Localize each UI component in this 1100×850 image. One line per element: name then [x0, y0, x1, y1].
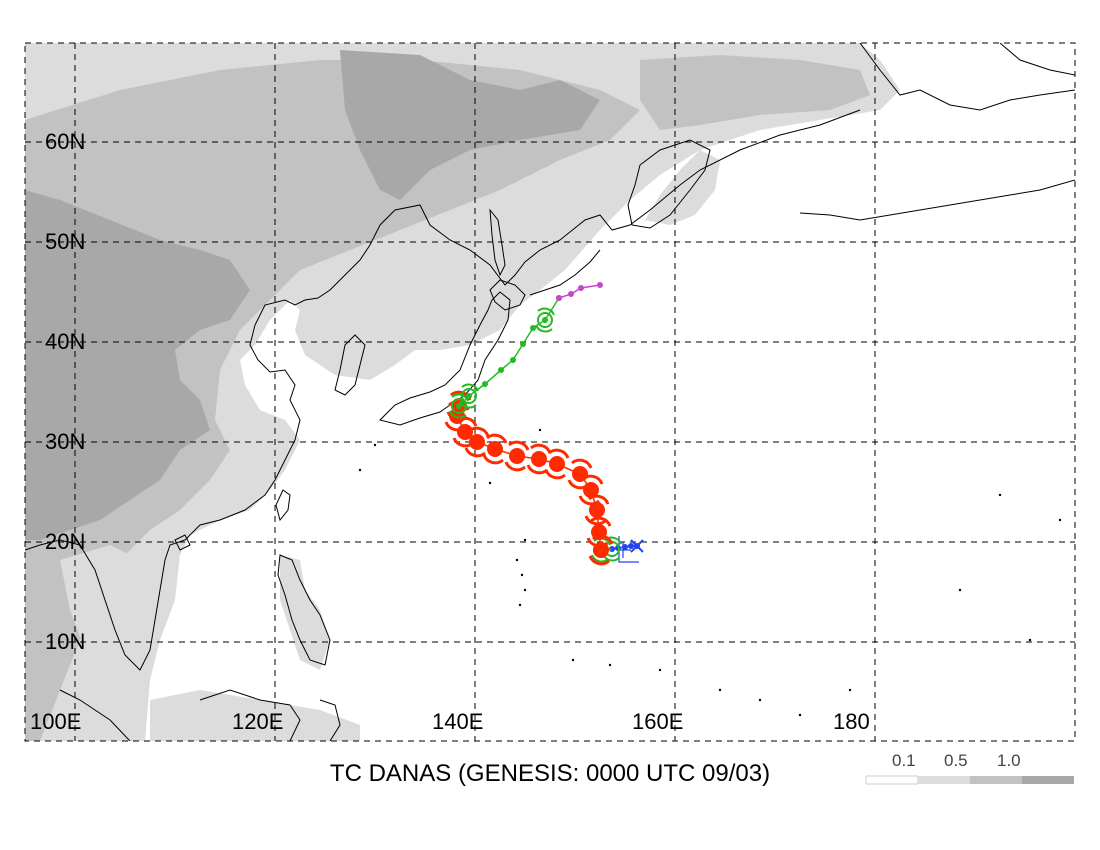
- latitude-labels: 60N 50N 40N 30N 20N 10N: [45, 129, 85, 654]
- legend: 0.1 0.5 1.0: [865, 751, 1074, 785]
- track-storm-late-point: [466, 393, 472, 399]
- coast-sakhalin: [489, 208, 506, 277]
- lat-label-10n: 10N: [45, 629, 85, 654]
- coast-taiwan: [275, 489, 291, 522]
- coast-philippines: [277, 554, 331, 666]
- lat-label-50n: 50N: [45, 229, 85, 254]
- lon-label-180: 180: [833, 709, 870, 734]
- track-extratropical-point: [556, 295, 562, 301]
- terrain-shading: [25, 43, 900, 741]
- map-plot-area: [25, 43, 1075, 741]
- lat-label-30n: 30N: [45, 429, 85, 454]
- terrain-dark: [25, 190, 250, 540]
- terrain-philippines: [280, 555, 330, 670]
- track-extratropical-line: [558, 284, 601, 299]
- storm-track: [444, 282, 644, 566]
- track-genesis-cross: [630, 539, 644, 553]
- coast-east-asia: [25, 43, 1075, 671]
- track-storm-late-ring: [537, 312, 553, 328]
- legend-label-2: 1.0: [997, 751, 1021, 770]
- track-typhoon-typhoon-core: [469, 434, 485, 450]
- coastlines: [25, 43, 1075, 741]
- longitude-labels: 100E 120E 140E 160E 180: [30, 709, 870, 734]
- terrain-maritime: [150, 690, 360, 741]
- coast-hainan: [174, 534, 191, 551]
- coast-aleutians: [799, 179, 1075, 221]
- terrain-dark-north: [340, 50, 600, 200]
- track-typhoon-typhoon-symbol: [526, 443, 552, 475]
- track-storm-late-symbol: [535, 307, 555, 333]
- track-storm-late-point: [482, 381, 488, 387]
- pacific-islands: [358, 428, 1062, 717]
- legend-swatch-2: [970, 776, 1022, 784]
- track-depression-symbol: [618, 536, 639, 563]
- lon-label-140e: 140E: [432, 709, 483, 734]
- track-storm-late-point: [542, 317, 548, 323]
- track-typhoon-typhoon-core: [583, 482, 599, 498]
- legend-label-1: 0.5: [944, 751, 968, 770]
- coast-korea: [334, 334, 366, 396]
- lat-label-60n: 60N: [45, 129, 85, 154]
- lon-label-160e: 160E: [632, 709, 683, 734]
- track-storm-late-point: [510, 357, 516, 363]
- track-extratropical-point: [578, 285, 584, 291]
- coast-japan: [379, 291, 511, 426]
- legend-label-0: 0.1: [892, 751, 916, 770]
- track-storm-late-symbol: [459, 383, 479, 409]
- track-typhoon-typhoon-symbol: [586, 516, 612, 548]
- terrain-mid: [25, 60, 640, 741]
- track-storm-late-ring: [461, 388, 477, 404]
- track-typhoon-typhoon-symbol: [567, 458, 593, 490]
- coast-hokkaido: [489, 279, 526, 311]
- lat-label-40n: 40N: [45, 329, 85, 354]
- terrain-mid-east: [640, 55, 870, 130]
- lon-label-100e: 100E: [30, 709, 81, 734]
- coast-alaska: [999, 43, 1075, 76]
- track-typhoon-typhoon-core: [487, 441, 503, 457]
- track-typhoon-typhoon-symbol: [504, 440, 530, 472]
- track-depression-point: [628, 543, 634, 549]
- track-typhoon-typhoon-core: [572, 466, 588, 482]
- legend-swatch-1: [918, 776, 970, 784]
- track-typhoon-typhoon-core: [591, 524, 607, 540]
- track-typhoon-typhoon-core: [457, 424, 473, 440]
- coast-sumatra: [59, 689, 131, 741]
- track-typhoon-typhoon-core: [531, 451, 547, 467]
- coast-borneo: [199, 689, 301, 741]
- map-frame: [24, 42, 1076, 742]
- coast-sulawesi: [319, 699, 341, 741]
- track-storm-late-point: [520, 341, 526, 347]
- terrain-kamchatka: [645, 150, 720, 225]
- track-extratropical-point: [597, 282, 603, 288]
- track-storm-late-point: [530, 325, 536, 331]
- track-typhoon-typhoon-symbol: [482, 433, 508, 465]
- track-storm-late-point: [456, 403, 462, 409]
- coast-kurils: [529, 249, 601, 296]
- lon-label-120e: 120E: [232, 709, 283, 734]
- track-extratropical-point: [568, 291, 574, 297]
- lat-label-20n: 20N: [45, 529, 85, 554]
- track-storm-late-symbol: [449, 393, 469, 419]
- lat-lon-grid: [25, 43, 1075, 741]
- track-typhoon-typhoon-core: [589, 502, 605, 518]
- track-typhoon-typhoon-core: [509, 448, 525, 464]
- track-storm-late-point: [498, 367, 504, 373]
- terrain-indochina: [60, 545, 160, 700]
- track-typhoon-typhoon-core: [549, 456, 565, 472]
- legend-swatch-3: [1022, 776, 1074, 784]
- map-title: TC DANAS (GENESIS: 0000 UTC 09/03): [329, 760, 771, 787]
